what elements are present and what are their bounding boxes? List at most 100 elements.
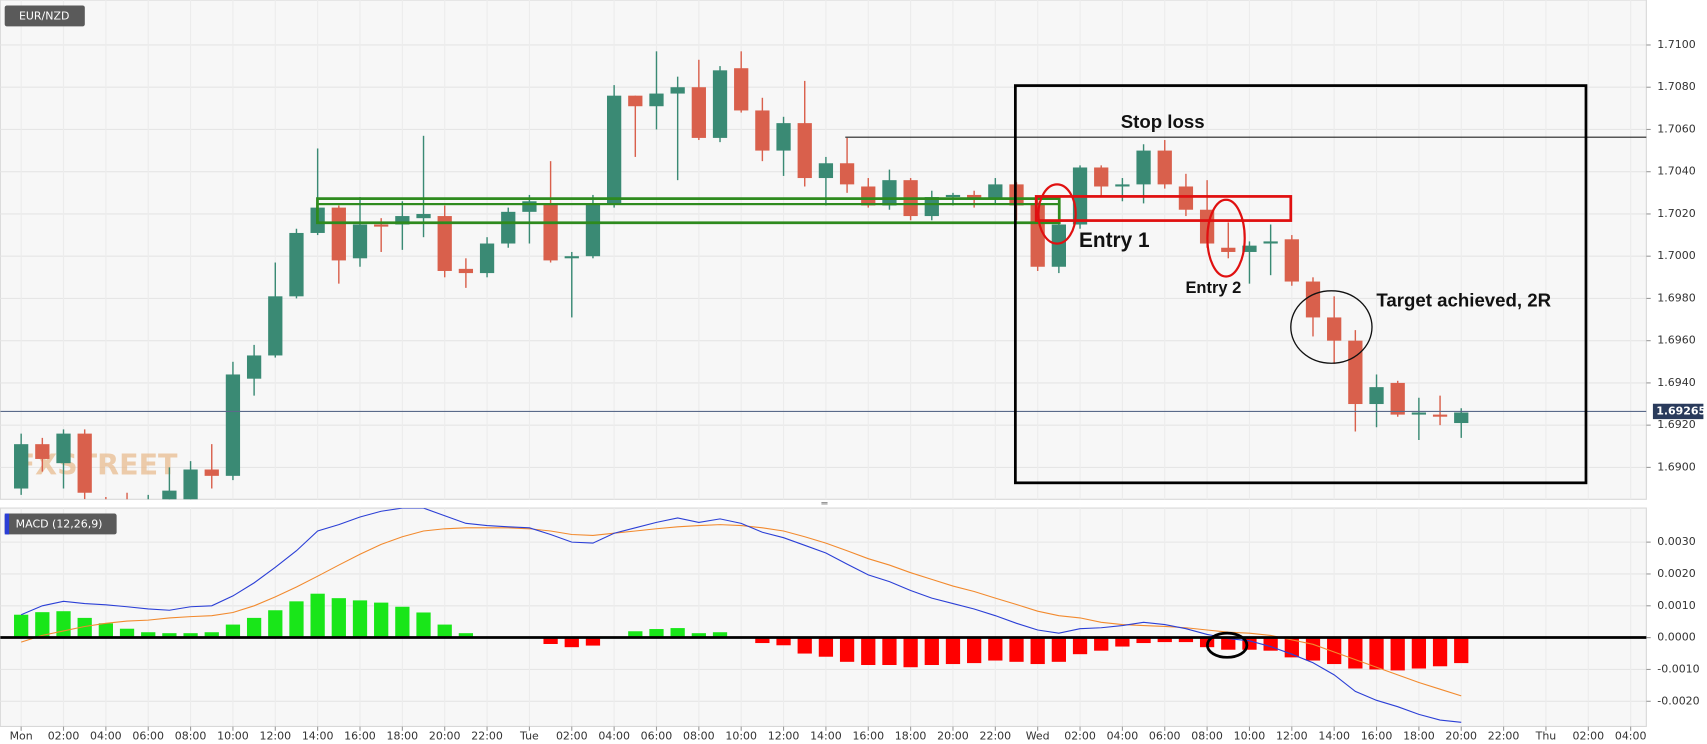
y-tick-label: 1.7040: [1657, 165, 1695, 178]
histogram-bar: [670, 628, 685, 638]
histogram-bar: [310, 593, 325, 638]
x-tick-label: 14:00: [302, 729, 334, 742]
candle-body: [691, 87, 706, 138]
candle-body: [331, 207, 346, 261]
y-tick-label: 0.0000: [1657, 631, 1695, 644]
x-tick-label: 10:00: [217, 729, 249, 742]
candle-body: [585, 203, 601, 257]
stop-loss-label: Stop loss: [1121, 111, 1205, 132]
macd-panel: [0, 507, 1647, 727]
candle-body: [861, 186, 876, 206]
histogram-bar: [56, 611, 71, 638]
candle-body: [649, 93, 664, 107]
y-tick-label: 1.6900: [1657, 460, 1695, 473]
candle-body: [183, 469, 198, 500]
candle-body: [395, 216, 410, 225]
x-tick-label: 08:00: [683, 729, 715, 742]
histogram-bar: [1178, 637, 1194, 643]
annotations: Stop loss Entry 1 Entry 2 Target achieve…: [0, 84, 1647, 659]
histogram-bar: [183, 633, 198, 638]
symbol-box: [4, 5, 85, 27]
candle-body: [437, 216, 452, 271]
histogram-bar: [1051, 637, 1066, 662]
x-tick-label: 06:00: [641, 729, 673, 742]
histogram-bar: [458, 633, 474, 638]
candle-body: [1411, 412, 1427, 415]
x-tick-label: 04:00: [90, 729, 122, 742]
y-tick-label: 0.0030: [1657, 535, 1695, 548]
x-tick-label: 02:00: [1572, 729, 1604, 742]
histogram-bar: [1072, 637, 1088, 655]
candle-body: [1221, 247, 1236, 252]
entry2-label: Entry 2: [1185, 279, 1241, 297]
x-tick-label: 22:00: [471, 729, 503, 742]
x-tick-label: 12:00: [1276, 729, 1308, 742]
macd-box-accent: [4, 513, 10, 535]
last-price-label: 1.69265: [1656, 404, 1706, 417]
x-tick-label: 08:00: [1191, 729, 1223, 742]
last-price-box: [1652, 403, 1704, 420]
histogram-bar: [1157, 637, 1172, 643]
candle-body: [416, 213, 431, 219]
histogram-bar: [585, 637, 601, 646]
candle-body: [924, 197, 939, 217]
candle-body: [1305, 281, 1321, 318]
candle-body: [839, 163, 855, 185]
histogram-bar: [1369, 637, 1384, 670]
candle-body: [1432, 414, 1448, 417]
x-tick-label: 22:00: [980, 729, 1012, 742]
candle-body: [628, 95, 643, 107]
histogram-bar: [649, 629, 664, 638]
candle-body: [56, 433, 71, 464]
y-tick-label: 1.7000: [1657, 249, 1695, 262]
histogram-bar: [712, 632, 728, 638]
histogram-bar: [77, 617, 92, 638]
candle-body: [1390, 382, 1405, 415]
histogram-bar: [543, 637, 558, 644]
x-tick-label: Tue: [519, 729, 539, 742]
histogram-bar: [1009, 637, 1024, 662]
histogram-bar: [924, 637, 939, 666]
price-panel: [0, 0, 1647, 500]
y-tick-label: -0.0010: [1657, 662, 1699, 675]
candle-body: [670, 87, 685, 94]
x-tick-label: 10:00: [725, 729, 757, 742]
x-tick-label: 02:00: [48, 729, 80, 742]
histogram-bar: [246, 617, 262, 638]
candle-body: [1263, 241, 1278, 244]
candle-body: [882, 180, 897, 206]
x-tick-label: 20:00: [1445, 729, 1477, 742]
histogram-bar: [1411, 637, 1427, 669]
x-tick-label: 16:00: [852, 729, 884, 742]
x-tick-label: Mon: [10, 729, 33, 742]
y-tick-label: 1.7060: [1657, 122, 1695, 135]
y-tick-label: 1.6920: [1657, 418, 1695, 431]
x-tick-label: 04:00: [598, 729, 630, 742]
histogram-bar: [1327, 637, 1342, 665]
panel-divider-handle[interactable]: ═: [820, 499, 828, 510]
candle-body: [712, 70, 728, 138]
crossover-circle: [1206, 631, 1249, 659]
histogram-bar: [352, 600, 368, 638]
candle-body: [268, 296, 283, 356]
candle-body: [479, 243, 495, 274]
x-tick-label: 12:00: [768, 729, 800, 742]
candle-body: [458, 268, 474, 274]
x-tick-label: 02:00: [1064, 729, 1096, 742]
candle-body: [522, 201, 537, 212]
y-tick-label: -0.0020: [1657, 694, 1699, 707]
histogram-bar: [289, 601, 304, 638]
candle-body: [818, 163, 834, 179]
histogram-bar: [437, 624, 452, 638]
entry1-label: Entry 1: [1079, 229, 1150, 252]
histogram-bar: [162, 633, 177, 638]
candle-body: [14, 444, 29, 489]
histogram-bar: [797, 637, 812, 654]
candle-body: [1136, 150, 1151, 185]
candle-body: [797, 123, 812, 179]
candle-body: [225, 374, 241, 476]
histogram-bar: [331, 598, 346, 638]
candle-body: [246, 355, 262, 379]
y-tick-label: 0.0010: [1657, 599, 1695, 612]
